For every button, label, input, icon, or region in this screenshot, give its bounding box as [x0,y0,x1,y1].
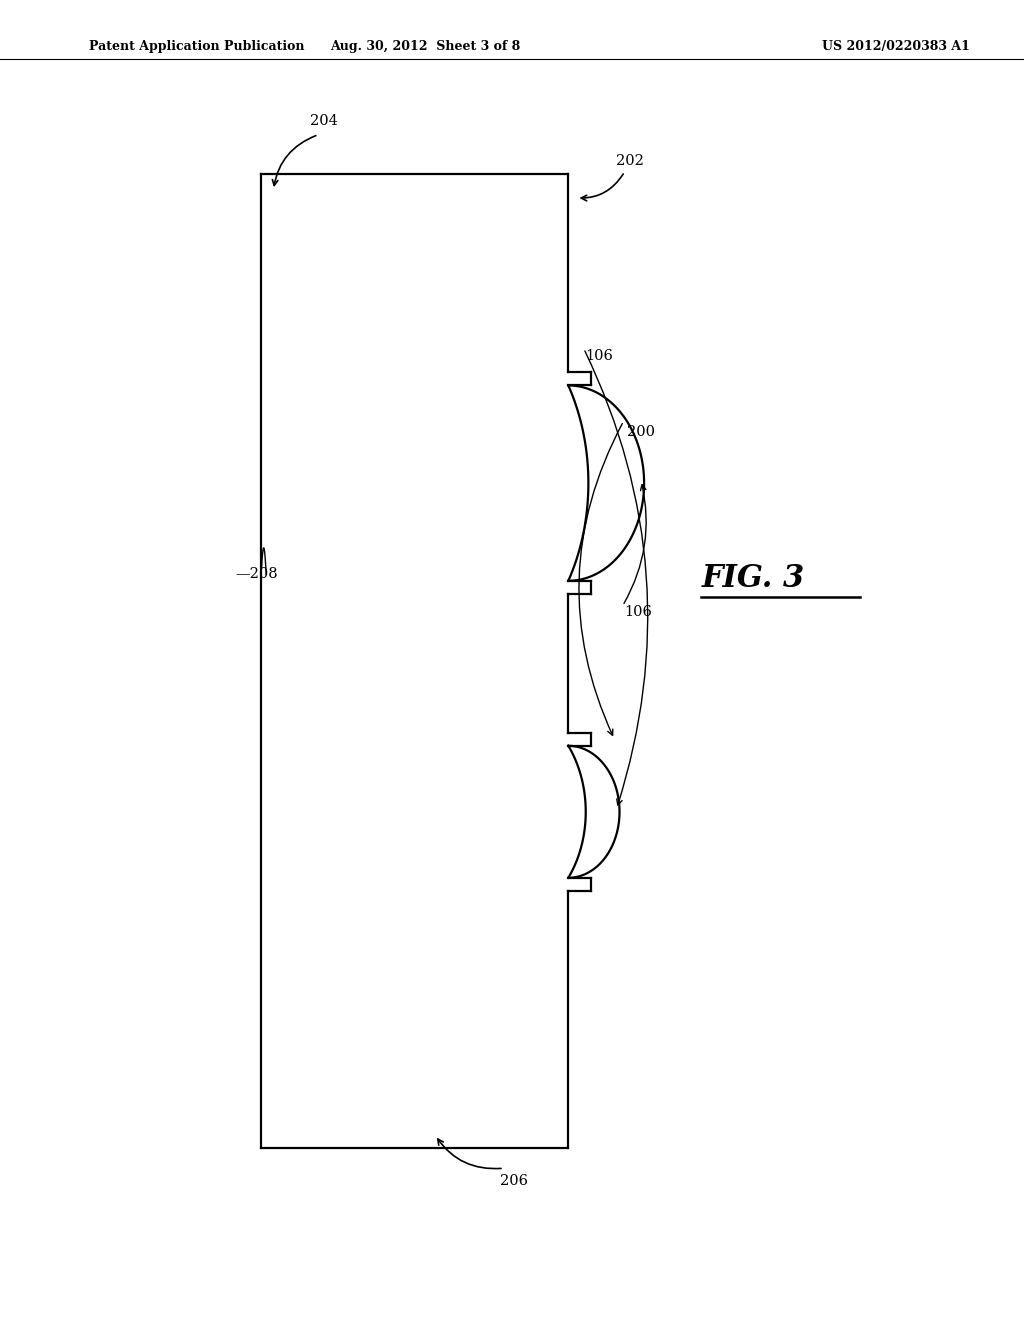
Text: Patent Application Publication: Patent Application Publication [89,40,304,53]
Text: 202: 202 [615,154,644,168]
Text: Aug. 30, 2012  Sheet 3 of 8: Aug. 30, 2012 Sheet 3 of 8 [330,40,520,53]
Text: FIG. 3: FIG. 3 [701,562,805,594]
Text: 206: 206 [500,1175,528,1188]
Text: 106: 106 [625,606,652,619]
Text: 200: 200 [627,425,654,438]
Text: US 2012/0220383 A1: US 2012/0220383 A1 [822,40,970,53]
Text: 106: 106 [586,350,613,363]
Text: —208: —208 [236,568,279,581]
Text: 204: 204 [309,115,338,128]
